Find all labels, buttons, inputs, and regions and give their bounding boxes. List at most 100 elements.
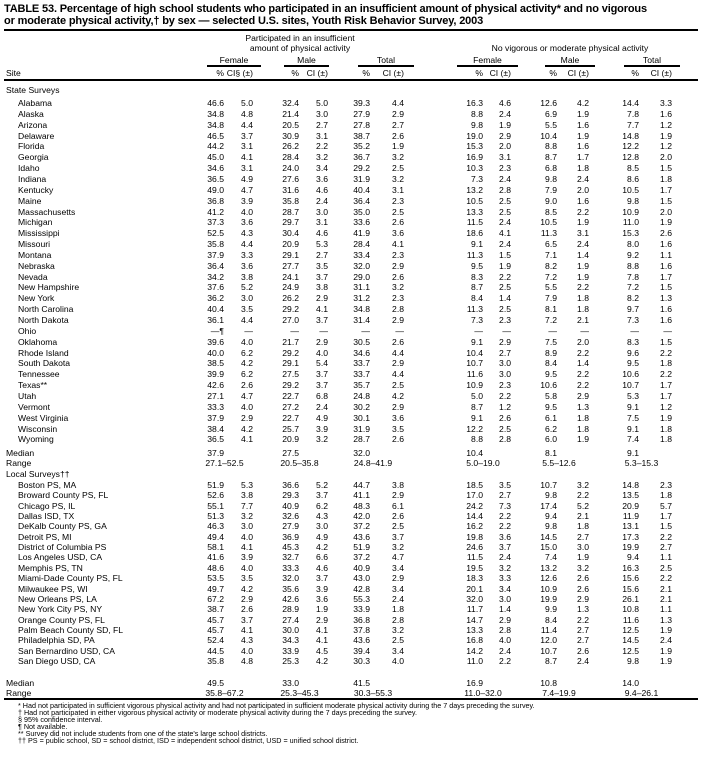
table-cell: 38.7 [353,130,370,141]
table-cell: 12.0 [540,635,557,646]
table-cell: 2.7 [392,119,404,130]
table-cell: 2.9 [392,108,404,119]
table-cell: 13.2 [540,562,557,573]
table-cell: 4.4 [392,369,404,380]
table-cell: 1.6 [577,195,589,206]
table-cell: 2.6 [660,228,672,239]
table-cell: 8.3 [627,336,639,347]
table-cell: 12.5 [622,645,639,656]
table-cell: 10.5 [540,217,557,228]
table-cell: 4.0 [241,531,253,542]
table-cell: 15.6 [622,573,639,584]
table-cell: 12.8 [622,152,639,163]
table-cell: 36.8 [207,195,224,206]
table-cell: 5.0 [471,390,483,401]
ci-column-header: CI (±) [306,68,328,78]
table-cell: 2.4 [316,401,328,412]
table-cell: 41.1 [353,490,370,501]
table-cell: 39.4 [353,645,370,656]
table-cell: 36.4 [353,195,370,206]
sex-header-total: Total [376,55,396,65]
table-cell: 2.7 [499,347,511,358]
table-cell: 6.0 [545,434,557,445]
table-cell: 3.5 [392,423,404,434]
table-cell: 37.9 [207,249,224,260]
table-cell: 9.1 [627,423,639,434]
table-cell: 2.5 [499,304,511,315]
median-value: 49.5 [207,678,224,688]
ci-column-header: CI (±) [489,68,511,78]
table-cell: 6.6 [316,552,328,563]
table-cell: — [244,325,253,336]
table-cell: 2.3 [499,163,511,174]
table-cell: 2.6 [577,645,589,656]
table-cell: 9.5 [545,369,557,380]
table-cell: 2.7 [316,119,328,130]
table-cell: 40.4 [353,184,370,195]
median-value: 37.9 [207,448,224,458]
table-cell: 3.0 [241,521,253,532]
table-cell: 9.1 [471,336,483,347]
table-cell: 2.5 [660,562,672,573]
table-cell: 4.9 [316,531,328,542]
table-cell: 37.6 [207,282,224,293]
table-cell: 42.6 [282,593,299,604]
pct-column-header: % [549,68,557,78]
table-cell: 24.6 [466,542,483,553]
table-cell: 20.9 [622,500,639,511]
table-cell: 2.7 [577,531,589,542]
row-site-name: North Dakota [18,315,69,325]
table-cell: 34.6 [207,163,224,174]
table-cell: 1.9 [577,271,589,282]
table-cell: 2.3 [392,195,404,206]
table-cell: 3.7 [316,369,328,380]
table-cell: 5.5 [545,119,557,130]
table-cell: 4.3 [241,228,253,239]
table-cell: 8.8 [627,260,639,271]
table-cell: 8.8 [471,108,483,119]
table-cell: 33.6 [353,217,370,228]
table-cell: 24.1 [282,271,299,282]
table-cell: 49.0 [207,184,224,195]
table-cell: 10.7 [622,380,639,391]
table-cell: 2.9 [577,593,589,604]
table-cell: 3.1 [241,141,253,152]
table-cell: 1.7 [660,511,672,522]
sex-header-underline [358,65,414,67]
table-cell: 3.3 [660,98,672,108]
table-cell: 40.9 [353,562,370,573]
pct-column-header: % [216,68,224,78]
table-cell: 4.4 [392,98,404,108]
table-cell: 9.5 [471,260,483,271]
sex-header-female: Female [219,55,249,65]
table-cell: 22.7 [282,412,299,423]
table-cell: 1.5 [499,249,511,260]
table-cell: 6.1 [392,500,404,511]
row-site-name: Montana [18,249,52,260]
table-cell: 34.2 [207,271,224,282]
table-cell: 36.2 [207,293,224,304]
median-value: 32.0 [353,448,370,458]
local-median-label: Median [6,678,35,688]
table-cell: 17.4 [540,500,557,511]
table-cell: 19.9 [622,542,639,553]
table-cell: 1.9 [577,130,589,141]
table-cell: 1.3 [577,604,589,615]
table-cell: 2.6 [392,130,404,141]
table-cell: 4.1 [392,239,404,250]
table-cell: 10.6 [540,380,557,391]
table-cell: 8.9 [545,347,557,358]
table-cell: 5.0 [241,98,253,108]
table-cell: 2.4 [660,635,672,646]
ci-column-header: CI (±) [567,68,589,78]
table-cell: 14.7 [466,614,483,625]
table-cell: 49.7 [207,583,224,594]
sex-header-underline [207,65,261,67]
table-cell: 38.7 [207,604,224,615]
table-cell: 28.4 [282,152,299,163]
table-cell: 33.9 [353,604,370,615]
table-cell: 25.7 [282,423,299,434]
median-value: 8.1 [545,448,557,458]
table-cell: 24.8 [353,390,370,401]
table-cell: 8.3 [471,271,483,282]
